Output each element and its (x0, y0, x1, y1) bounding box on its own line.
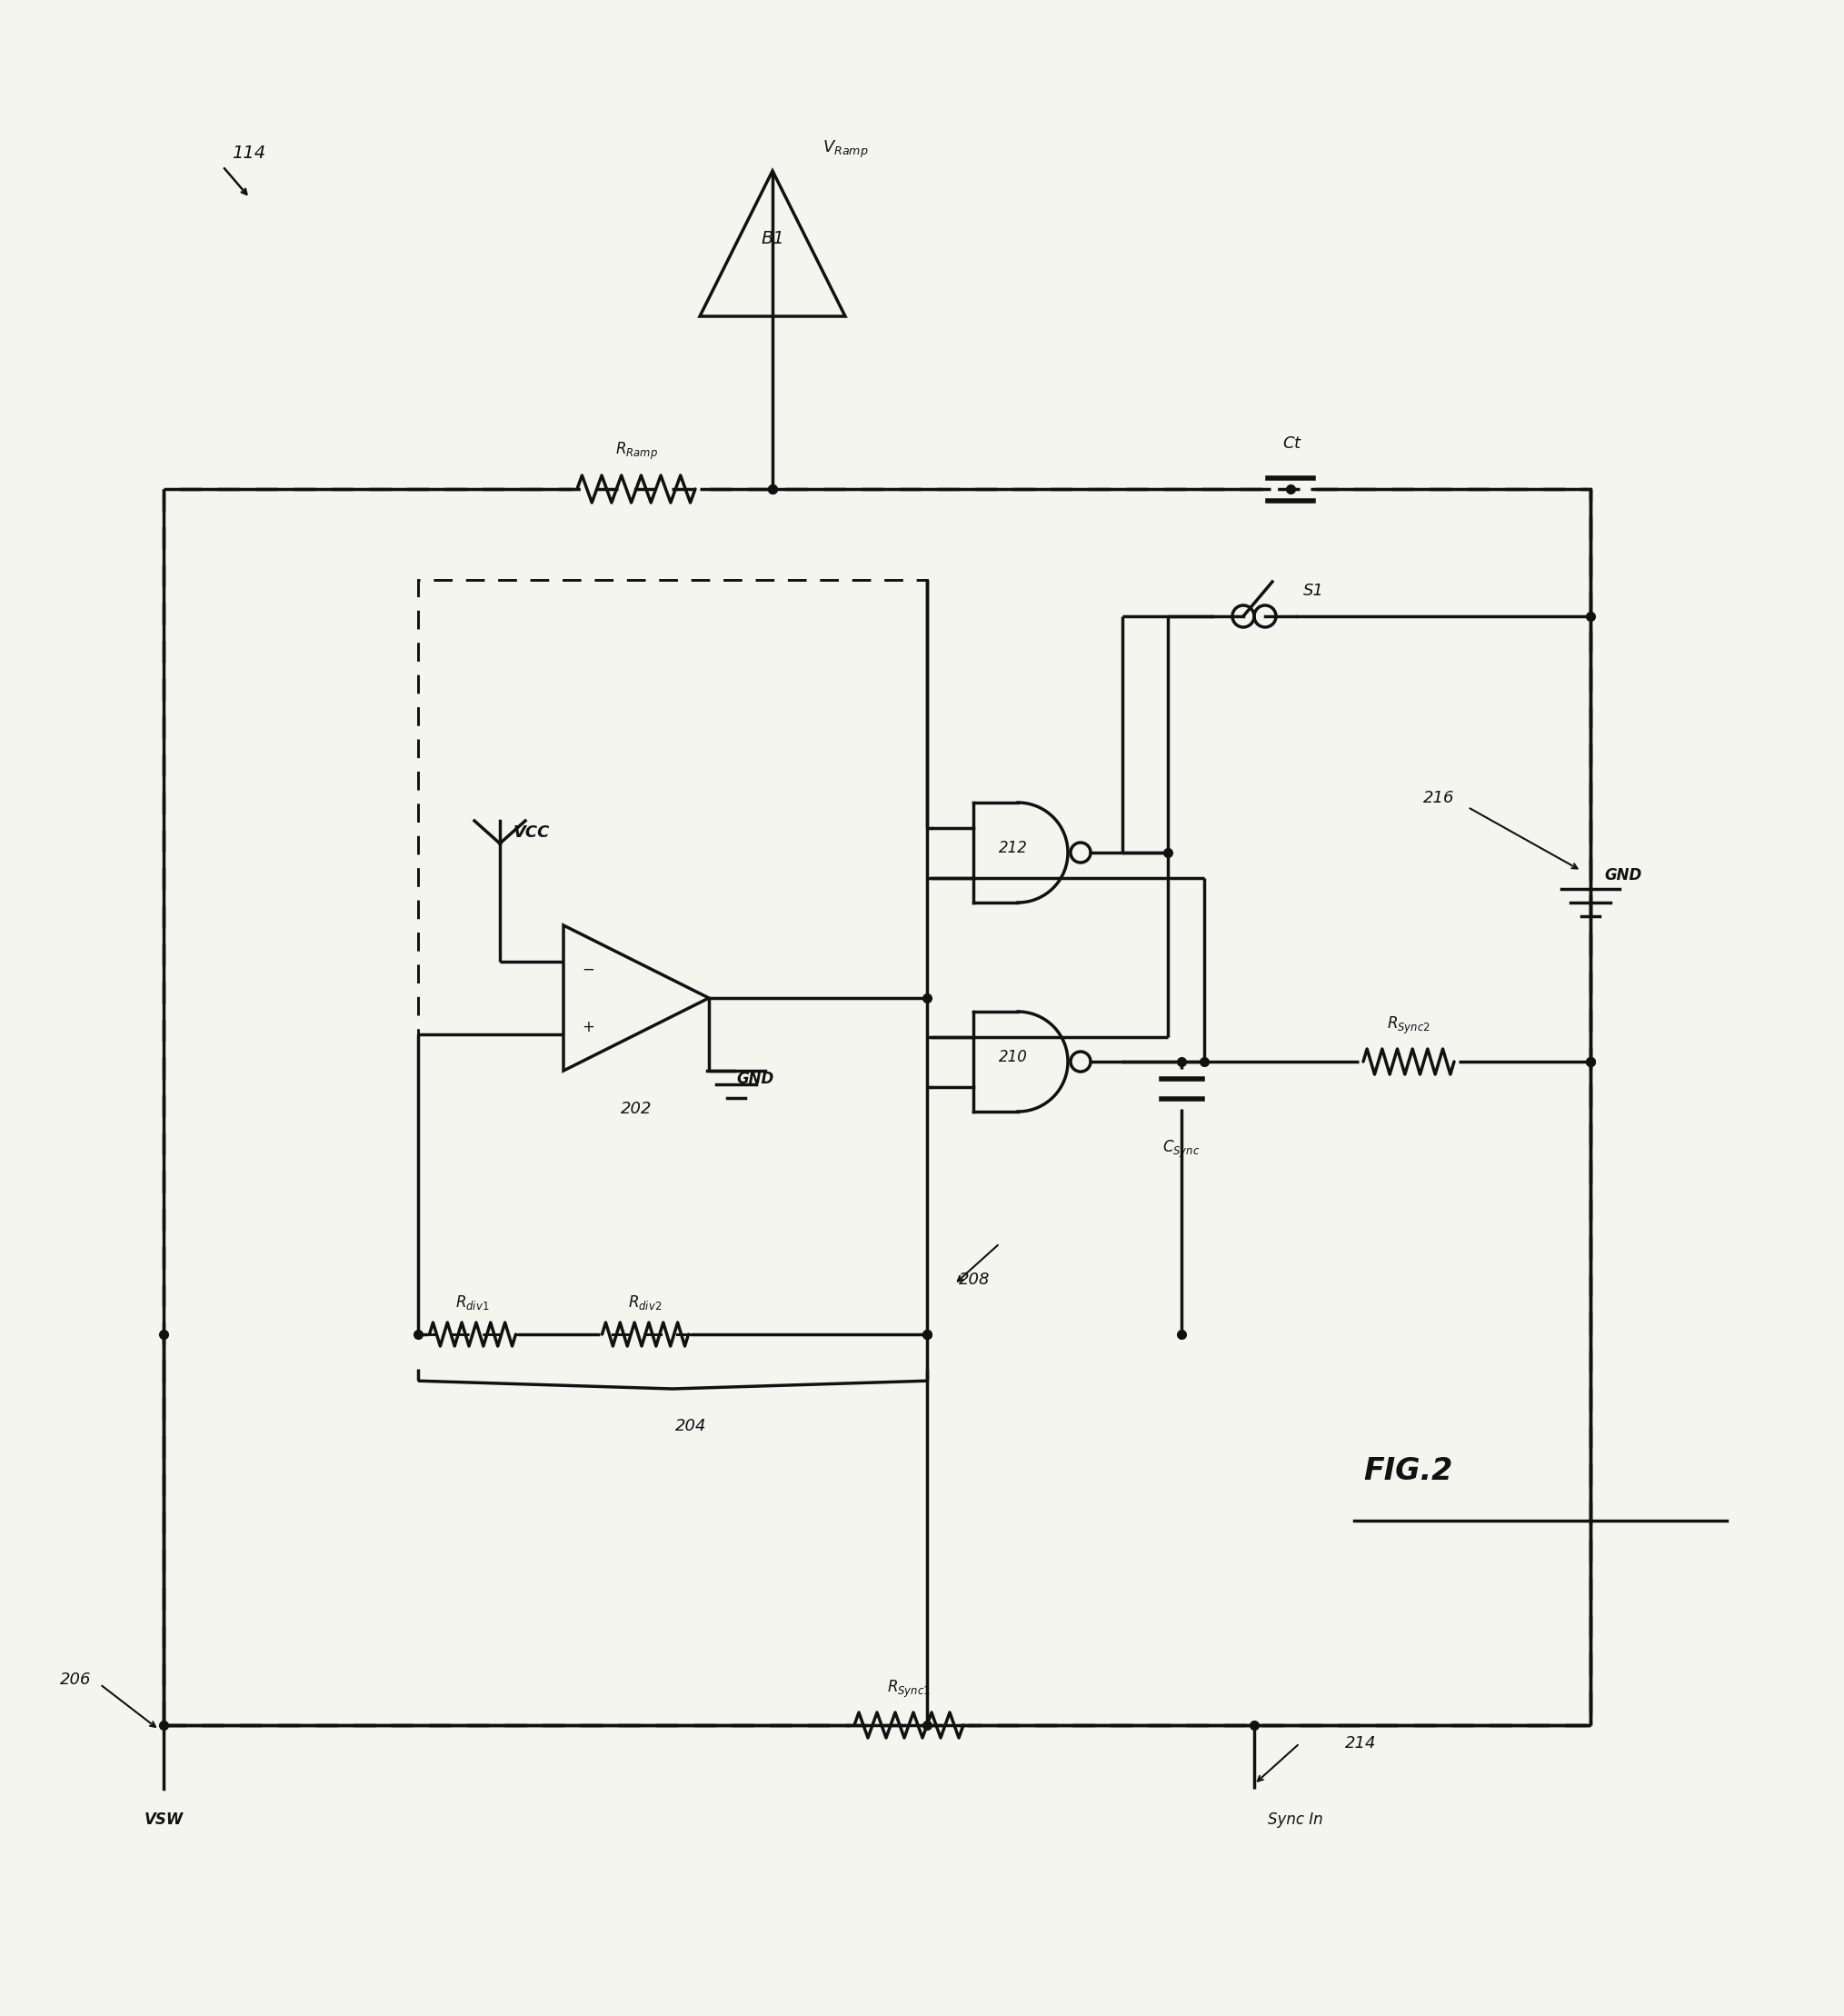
Text: Sync In: Sync In (1267, 1812, 1322, 1829)
Text: GND: GND (1604, 867, 1641, 883)
Text: $R_{Sync2}$: $R_{Sync2}$ (1387, 1014, 1431, 1036)
Text: FIG.2: FIG.2 (1363, 1456, 1453, 1486)
Text: $R_{Ramp}$: $R_{Ramp}$ (614, 439, 658, 462)
Text: B1: B1 (762, 230, 784, 248)
Text: VSW: VSW (144, 1812, 183, 1829)
Text: $Ct$: $Ct$ (1282, 435, 1302, 452)
Text: 210: 210 (999, 1048, 1027, 1064)
Text: 216: 216 (1424, 790, 1455, 806)
Text: 206: 206 (59, 1671, 90, 1687)
Text: VCC: VCC (513, 825, 550, 841)
Text: $C_{Sync}$: $C_{Sync}$ (1162, 1139, 1200, 1159)
Text: 214: 214 (1344, 1736, 1376, 1752)
Text: $+$: $+$ (581, 1018, 594, 1036)
Text: $R_{div1}$: $R_{div1}$ (455, 1294, 491, 1312)
Text: 208: 208 (959, 1272, 990, 1288)
Text: $R_{div2}$: $R_{div2}$ (629, 1294, 662, 1312)
Text: 212: 212 (999, 841, 1027, 857)
Text: GND: GND (736, 1070, 774, 1087)
Text: $-$: $-$ (581, 962, 594, 978)
Text: S1: S1 (1304, 583, 1324, 599)
Text: $R_{Sync1}$: $R_{Sync1}$ (887, 1677, 931, 1699)
Text: 114: 114 (232, 143, 266, 161)
Text: $V_{Ramp}$: $V_{Ramp}$ (822, 139, 869, 159)
Bar (164, 490, 1590, 1726)
Text: 204: 204 (675, 1417, 706, 1433)
Bar (419, 581, 928, 1335)
Text: 202: 202 (620, 1101, 651, 1117)
